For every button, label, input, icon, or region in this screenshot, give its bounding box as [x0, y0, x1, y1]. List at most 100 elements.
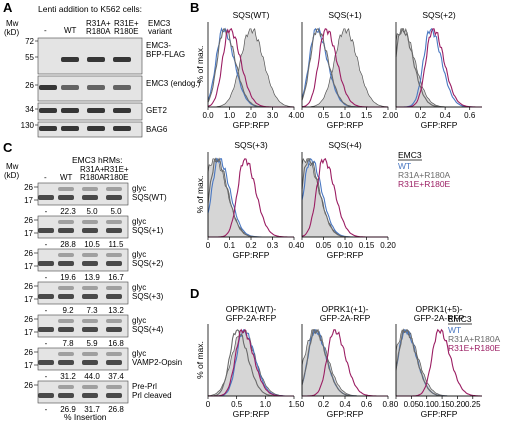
tick-label: 0.2 [415, 111, 427, 120]
band-glyc [58, 220, 74, 224]
blot-a-3: 34 GET2 [25, 102, 167, 121]
tick-label: 1.0 [224, 111, 236, 120]
x-axis-label: GFP:RFP [327, 409, 364, 419]
band [58, 393, 74, 398]
panel-c-lane-3b: R180A [80, 173, 105, 182]
band [106, 327, 122, 332]
blot-a-label: BFP-FLAG [146, 50, 185, 59]
blot-a-label: EMC3- [146, 41, 171, 50]
tick-label: 0.8 [382, 400, 394, 409]
band [39, 108, 57, 113]
plot-title: GFP-2A-RFP [320, 313, 371, 323]
band-glyc [106, 319, 122, 323]
blot-a-1: 72 55 EMC3-BFP-FLAG [25, 37, 185, 75]
band-glyc [58, 286, 74, 290]
tick-label: 1.0 [260, 400, 272, 409]
histogram-b-3: SQS(+2) 0 0.2 0.4 0.6 GFP:RFP [394, 10, 482, 130]
insertion-value: 28.8 [60, 240, 76, 249]
band [106, 360, 122, 365]
band-glyc [58, 253, 74, 257]
tick-label: 4.0 [288, 111, 300, 120]
band [38, 393, 54, 398]
legend-title: EMC3 [398, 150, 422, 160]
panel-c-lane-2: WT [60, 173, 73, 182]
mw-marker: 17 [24, 196, 33, 205]
band [106, 261, 122, 266]
band [38, 228, 54, 233]
band [87, 85, 105, 90]
band-glyc [82, 286, 98, 290]
panel-c-lane-4b: R180E [104, 173, 128, 182]
tick-label: 0.6 [464, 111, 476, 120]
panel-a-variant-1: EMC3 [148, 19, 171, 28]
panel-c-kd: (kD) [4, 171, 19, 180]
band [82, 294, 98, 299]
panel-c-lane-1: - [44, 173, 47, 182]
panel-c-title: EMC3 hRMs: [72, 155, 123, 165]
band [61, 108, 79, 113]
x-axis-label: GFP:RFP [233, 409, 270, 419]
histogram-fill [208, 28, 295, 108]
panel-c-letter: C [3, 140, 13, 155]
tick-label: 0 [300, 111, 305, 120]
legend-entry: R31E+R180E [398, 179, 451, 189]
tick-label: 0.05 [404, 400, 420, 409]
plot-title: OPRK1(+5)- [416, 304, 463, 314]
band [113, 126, 131, 131]
band [106, 195, 122, 200]
panel-a-variant-2: variant [148, 27, 173, 36]
panel-a-mw: Mw [6, 19, 19, 28]
plot-title: GFP-2A-RFP [226, 313, 277, 323]
tick-label: 0 [300, 241, 305, 250]
blot-c-label: glyc [132, 283, 146, 292]
mw-marker: 130 [21, 121, 35, 130]
insertion-value: 22.3 [60, 207, 76, 216]
tick-label: 0.4 [440, 111, 452, 120]
band [58, 195, 74, 200]
histogram-b-4: SQS(+3) 0 0.1 0.2 0.3 0.4 GFP:RFP % of max. [195, 140, 300, 260]
band [38, 294, 54, 299]
tick-label: 0.20 [380, 241, 396, 250]
insertion-value: - [45, 273, 48, 282]
histogram-fill [301, 329, 388, 397]
legend-entry: R31A+R180A [398, 170, 451, 180]
mw-marker: 72 [25, 37, 34, 46]
tick-label: 0 [206, 400, 211, 409]
insertion-value: - [45, 207, 48, 216]
band [113, 57, 131, 62]
histogram-b-1: SQS(WT) 0.0 1.0 2.0 3.0 4.0 GFP:RFP % of max. [195, 10, 300, 130]
blot-a-2: 26 EMC3 (endog.) [25, 75, 201, 102]
blot-c-label: SQS(+2) [132, 259, 164, 268]
panel-a-letter: A [3, 0, 13, 15]
blot-c-label: SQS(+3) [132, 292, 164, 301]
tick-label: 0.25 [465, 400, 481, 409]
insertion-value: - [45, 339, 48, 348]
panel-a-kd: (kD) [4, 28, 19, 37]
panel-a: A Lenti addition to K562 cells: Mw (kD) … [3, 0, 201, 138]
tick-label: 0.4 [288, 241, 300, 250]
panel-c-lane-3a: R31A+ [80, 165, 105, 174]
plot-title: GFP-2A-RFP [414, 313, 465, 323]
tick-label: 0.05 [316, 241, 332, 250]
histogram-b-2: SQS(+1) 0 0.5 1.0 1.5 2.0 GFP:RFP [300, 10, 394, 130]
band [106, 393, 122, 398]
blot-c-label: SQS(WT) [132, 193, 167, 202]
histogram-line-R31E+R180E [396, 28, 482, 108]
tick-label: 2.0 [245, 111, 257, 120]
insertion-value: 44.0 [84, 372, 100, 381]
x-axis-label: GFP:RFP [327, 120, 364, 130]
mw-marker: 26 [24, 216, 33, 225]
band-glyc [82, 319, 98, 323]
band [39, 126, 57, 131]
blot-a-label: EMC3 (endog.) [146, 79, 201, 88]
tick-label: 0.6 [361, 400, 373, 409]
band [61, 85, 79, 90]
plot-title: SQS(+2) [422, 10, 455, 20]
panel-a-lane-1: - [44, 26, 47, 35]
band-glyc [106, 286, 122, 290]
y-axis-label: % of max. [195, 46, 205, 84]
band-glyc [82, 352, 98, 356]
mw-marker: 55 [25, 53, 34, 62]
y-axis-label: % of max. [195, 176, 205, 214]
